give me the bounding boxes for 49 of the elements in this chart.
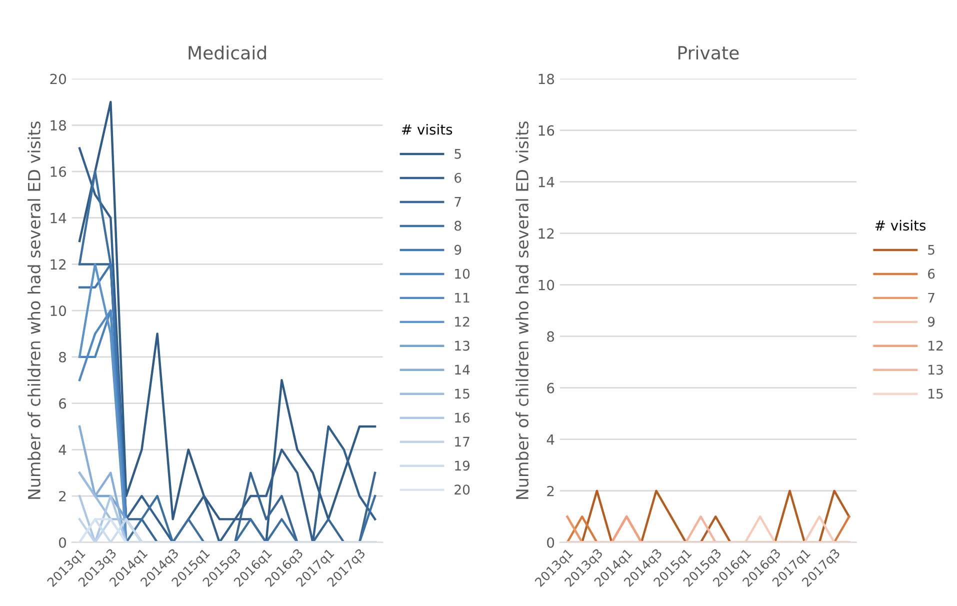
y-tick-label: 0 [547,537,554,548]
legend-label: 7 [928,292,934,303]
legend-label: 9 [928,316,935,327]
y-tick-label: 14 [538,176,554,188]
chart-title: Medicaid [188,46,266,60]
y-tick-label: 8 [59,352,66,362]
legend-label: 5 [928,244,934,255]
legend-label: 11 [455,292,470,303]
legend-label: 13 [455,340,470,351]
y-tick-label: 10 [538,280,554,290]
y-tick-label: 18 [50,120,66,131]
y-tick-label: 14 [50,213,66,224]
legend-label: 15 [928,388,943,399]
legend-title: # visits [875,220,926,231]
legend-label: 16 [455,412,470,423]
legend-label: 6 [454,172,462,183]
y-tick-label: 4 [546,434,554,445]
y-tick-label: 16 [538,125,554,136]
chart-title: Private [678,46,739,60]
y-tick-label: 2 [547,486,554,496]
y-axis-title: Number of children who had several ED visits [28,121,40,499]
y-tick-label: 8 [547,331,554,342]
legend-label: 14 [455,364,470,375]
y-tick-label: 12 [538,228,554,239]
legend-label: 8 [454,220,462,231]
y-tick-label: 16 [50,166,66,177]
legend-label: 13 [928,364,943,375]
y-tick-label: 10 [50,306,66,316]
y-tick-label: 4 [58,444,66,455]
y-tick-label: 20 [50,74,66,84]
legend-label: 12 [928,340,943,351]
y-tick-label: 18 [538,74,554,84]
legend-label: 20 [454,484,470,495]
legend-label: 5 [454,149,461,159]
legend-label: 7 [454,197,461,207]
y-axis-title: Number of children who had several ED visits [516,121,529,499]
y-tick-label: 6 [547,382,554,394]
legend-label: 9 [454,244,462,255]
legend-label: 10 [455,268,470,279]
legend-label: 12 [455,316,470,327]
y-tick-label: 0 [58,537,66,548]
y-tick-label: 2 [59,490,66,502]
y-tick-label: 12 [50,259,66,270]
legend-label: 6 [928,268,935,279]
legend-label: 15 [455,388,470,399]
legend-label: 19 [455,460,470,471]
legend-label: 17 [455,436,470,446]
legend-title: # visits [402,124,452,135]
y-tick-label: 6 [59,398,66,409]
